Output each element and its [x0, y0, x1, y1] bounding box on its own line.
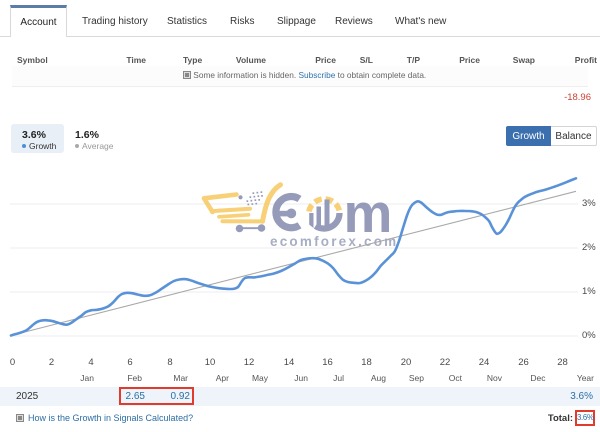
- svg-text:m: m: [344, 182, 393, 244]
- svg-text:16: 16: [322, 357, 333, 368]
- svg-text:24: 24: [479, 357, 490, 368]
- svg-text:2%: 2%: [582, 242, 596, 253]
- svg-text:12: 12: [244, 357, 255, 368]
- svg-text:0: 0: [10, 357, 15, 368]
- svg-text:2: 2: [49, 357, 54, 368]
- svg-text:4: 4: [88, 357, 93, 368]
- svg-text:20: 20: [401, 357, 412, 368]
- svg-text:22: 22: [440, 357, 451, 368]
- svg-text:10: 10: [205, 357, 216, 368]
- svg-text:28: 28: [557, 357, 568, 368]
- svg-text:26: 26: [518, 357, 529, 368]
- svg-text:18: 18: [361, 357, 372, 368]
- svg-text:14: 14: [284, 357, 295, 368]
- svg-text:0%: 0%: [582, 330, 596, 341]
- svg-text:8: 8: [167, 357, 172, 368]
- svg-text:6: 6: [127, 357, 132, 368]
- svg-text:1%: 1%: [582, 286, 596, 297]
- svg-text:3%: 3%: [582, 198, 596, 209]
